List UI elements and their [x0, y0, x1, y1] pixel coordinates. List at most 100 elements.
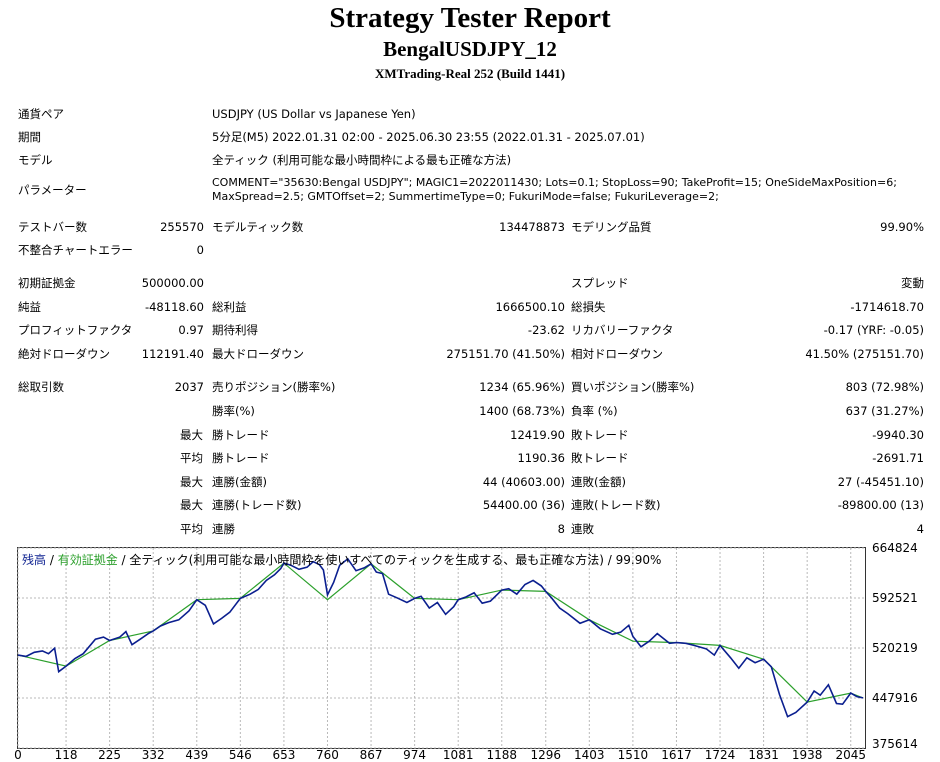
- legend-sep-2: /: [117, 553, 130, 567]
- win-rate-label: 勝率(%): [212, 404, 255, 418]
- x-tick-label: 546: [229, 748, 252, 762]
- model-value: 全ティック (利用可能な最小時間枠による最も正確な方法): [212, 153, 512, 167]
- y-tick-label: 520219: [872, 641, 918, 655]
- max-label-2: 最大: [180, 475, 203, 489]
- rel-dd-value: 41.50% (275151.70): [805, 347, 924, 361]
- largest-win-label: 勝トレード: [212, 428, 270, 442]
- x-tick-label: 0: [14, 748, 22, 762]
- max-consec-loss-value: -89800.00 (13): [837, 498, 924, 512]
- x-tick-label: 1188: [486, 748, 517, 762]
- quality-label: モデリング品質: [571, 220, 652, 234]
- max-consec-losses-label: 連敗(金額): [571, 475, 626, 489]
- gross-loss-label: 総損失: [571, 300, 606, 314]
- y-tick-label: 592521: [872, 591, 918, 605]
- avg-win-value: 1190.36: [517, 451, 565, 465]
- x-tick-label: 653: [272, 748, 295, 762]
- win-rate-value: 1400 (68.73%): [479, 404, 565, 418]
- chart-legend: 残高 / 有効証拠金 / 全ティック(利用可能な最小時間枠を使いすべてのティック…: [22, 551, 661, 568]
- x-tick-label: 1510: [618, 748, 649, 762]
- x-tick-label: 1831: [748, 748, 779, 762]
- max-consec-wins-value: 44 (40603.00): [482, 475, 565, 489]
- period-value: 5分足(M5) 2022.01.31 02:00 - 2025.06.30 23…: [212, 130, 645, 144]
- ticks-label: モデルティック数: [212, 220, 304, 234]
- avg-consec-losses-value: 4: [916, 522, 924, 536]
- avg-consec-wins-value: 8: [557, 522, 565, 536]
- max-consec-losses-value: 27 (-45451.10): [837, 475, 924, 489]
- expected-value: -23.62: [527, 323, 565, 337]
- gross-profit-label: 総利益: [212, 300, 247, 314]
- max-dd-label: 最大ドローダウン: [212, 347, 304, 361]
- bars-value: 255570: [160, 220, 204, 234]
- abs-dd-value: 112191.40: [141, 347, 204, 361]
- x-tick-label: 332: [142, 748, 165, 762]
- avg-loss-value: -2691.71: [872, 451, 924, 465]
- bars-label: テストバー数: [18, 220, 87, 234]
- x-tick-label: 439: [185, 748, 208, 762]
- x-tick-label: 1617: [661, 748, 692, 762]
- long-label: 買いポジション(勝率%): [571, 380, 695, 394]
- x-tick-label: 1081: [443, 748, 474, 762]
- pair-label: 通貨ペア: [18, 107, 64, 121]
- net-label: 純益: [18, 300, 41, 314]
- gross-loss-value: -1714618.70: [850, 300, 924, 314]
- ticks-value: 134478873: [499, 220, 565, 234]
- max-dd-value: 275151.70 (41.50%): [446, 347, 565, 361]
- max-label-3: 最大: [180, 498, 203, 512]
- max-consec-loss-label: 連敗(トレード数): [571, 498, 661, 512]
- avg-label-1: 平均: [180, 451, 203, 465]
- max-label-1: 最大: [180, 428, 203, 442]
- params-line-1: COMMENT="35630:Bengal USDJPY"; MAGIC1=20…: [212, 176, 897, 189]
- pf-label: プロフィットファクタ: [18, 323, 133, 337]
- largest-loss-label: 敗トレード: [571, 428, 629, 442]
- mismatch-label: 不整合チャートエラー: [18, 243, 133, 257]
- legend-balance: 残高: [22, 553, 47, 567]
- y-tick-label: 447916: [872, 691, 918, 705]
- x-tick-label: 225: [98, 748, 121, 762]
- y-tick-label: 664824: [872, 541, 918, 555]
- period-label: 期間: [18, 130, 41, 144]
- legend-sep-3: /: [603, 553, 616, 567]
- mismatch-value: 0: [196, 243, 204, 257]
- legend-equity: 有効証拠金: [57, 553, 118, 567]
- abs-dd-label: 絶対ドローダウン: [18, 347, 110, 361]
- balance-line: [17, 557, 864, 718]
- max-consec-profit-label: 連勝(トレード数): [212, 498, 302, 512]
- x-tick-label: 1296: [530, 748, 561, 762]
- report-title: Strategy Tester Report: [329, 2, 611, 34]
- rel-dd-label: 相対ドローダウン: [571, 347, 663, 361]
- expert-name: BengalUSDJPY_12: [383, 37, 557, 61]
- x-tick-label: 867: [360, 748, 383, 762]
- trades-value: 2037: [174, 380, 204, 394]
- model-label: モデル: [18, 153, 53, 167]
- avg-loss-label: 敗トレード: [571, 451, 629, 465]
- server-build: XMTrading-Real 252 (Build 1441): [374, 66, 566, 81]
- avg-label-2: 平均: [180, 522, 203, 536]
- x-tick-label: 118: [55, 748, 78, 762]
- trades-label: 総取引数: [18, 380, 64, 394]
- quality-value: 99.90%: [880, 220, 924, 234]
- avg-consec-wins-label: 連勝: [212, 522, 235, 536]
- loss-rate-value: 637 (31.27%): [845, 404, 924, 418]
- largest-loss-value: -9940.30: [872, 428, 924, 442]
- short-label: 売りポジション(勝率%): [212, 380, 336, 394]
- avg-consec-losses-label: 連敗: [571, 522, 594, 536]
- pair-value: USDJPY (US Dollar vs Japanese Yen): [212, 107, 416, 121]
- pf-value: 0.97: [178, 323, 204, 337]
- legend-model: 全ティック(利用可能な最小時間枠を使いすべてのティックを生成する、最も正確な方法…: [129, 553, 604, 567]
- net-value: -48118.60: [144, 300, 204, 314]
- x-tick-label: 2045: [835, 748, 866, 762]
- x-tick-label: 1938: [792, 748, 823, 762]
- spread-label: スプレッド: [571, 276, 629, 290]
- short-value: 1234 (65.96%): [479, 380, 565, 394]
- expected-label: 期待利得: [212, 323, 258, 337]
- loss-rate-label: 負率 (%): [571, 404, 618, 418]
- largest-win-value: 12419.90: [510, 428, 565, 442]
- max-consec-wins-label: 連勝(金額): [212, 475, 267, 489]
- gross-profit-value: 1666500.10: [495, 300, 565, 314]
- max-consec-profit-value: 54400.00 (36): [482, 498, 565, 512]
- x-tick-label: 1724: [705, 748, 736, 762]
- x-tick-label: 974: [403, 748, 426, 762]
- legend-quality: 99.90%: [615, 553, 662, 567]
- y-tick-label: 375614: [872, 737, 918, 751]
